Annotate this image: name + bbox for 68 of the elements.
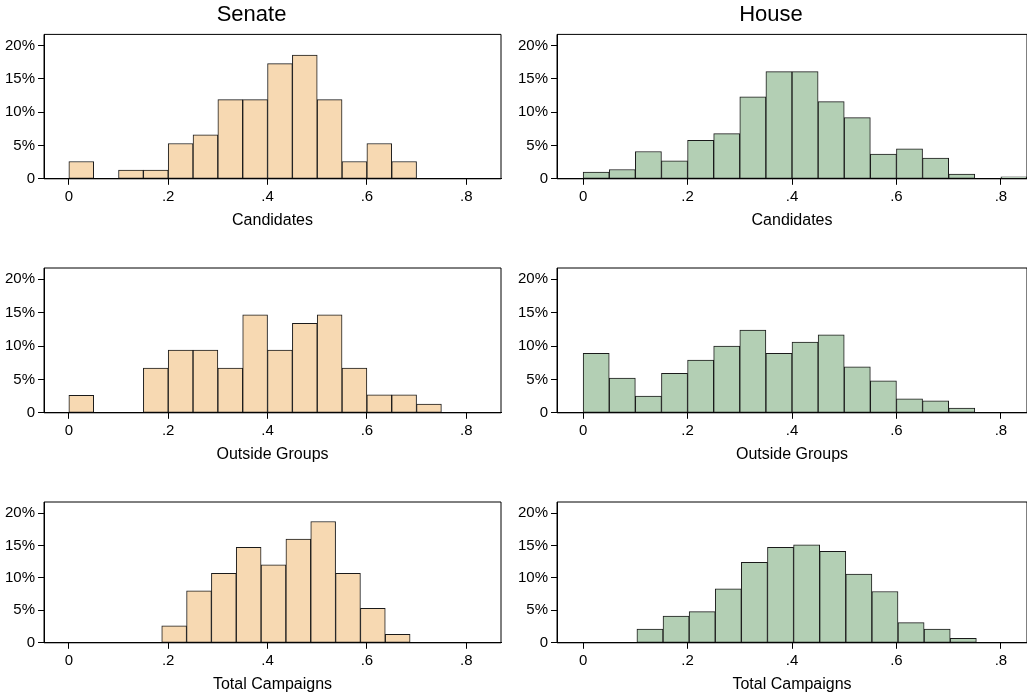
x-tick-label: .8: [994, 420, 1008, 438]
x-tick-label: .6: [890, 650, 903, 668]
x-tick-label: 0: [64, 650, 74, 668]
y-tick-label: 15%: [517, 302, 549, 320]
y-tick-label: 15%: [517, 535, 549, 553]
y-tick-label: 0: [539, 168, 549, 186]
x-tick-label: .6: [360, 650, 374, 668]
y-tick-label: 20%: [517, 269, 549, 287]
y-tick-label: 20%: [4, 503, 36, 521]
y-tick-label: 5%: [13, 369, 36, 387]
y-tick-label: 15%: [4, 535, 36, 553]
x-tick-label: 0: [578, 650, 588, 668]
x-tick-label: .8: [459, 186, 473, 204]
x-tick-label: .2: [161, 650, 175, 668]
y-tick-label: 20%: [4, 35, 36, 53]
y-tick-label: 10%: [517, 568, 549, 586]
chart-title: Senate: [216, 1, 287, 27]
x-tick-label: .2: [161, 186, 175, 204]
x-tick-label: .8: [459, 420, 473, 438]
x-tick-label: .6: [360, 420, 374, 438]
y-tick-label: 15%: [4, 69, 36, 87]
y-tick-label: 20%: [517, 503, 549, 521]
y-tick-label: 10%: [4, 102, 36, 120]
x-tick-label: .2: [681, 650, 694, 668]
y-tick-label: 10%: [517, 336, 549, 354]
x-tick-label: .6: [890, 420, 903, 438]
x-tick-label: .8: [994, 186, 1008, 204]
y-tick-label: 5%: [526, 135, 549, 153]
y-tick-label: 0: [539, 402, 549, 420]
chart-title: House: [739, 1, 803, 27]
x-tick-label: .6: [360, 186, 374, 204]
y-tick-label: 0: [26, 632, 36, 650]
y-tick-label: 0: [26, 168, 36, 186]
x-tick-label: .8: [459, 650, 473, 668]
x-tick-label: 0: [578, 186, 588, 204]
x-axis-title: Candidates: [232, 210, 313, 228]
y-tick-label: 10%: [4, 568, 36, 586]
x-tick-label: .4: [785, 420, 799, 438]
x-axis-title: Outside Groups: [216, 444, 329, 462]
x-tick-label: .2: [681, 420, 694, 438]
x-tick-label: .4: [261, 650, 274, 668]
x-tick-label: .2: [681, 186, 694, 204]
y-tick-label: 15%: [4, 302, 36, 320]
x-tick-label: .4: [261, 420, 274, 438]
x-tick-label: .2: [161, 420, 175, 438]
y-tick-label: 15%: [517, 69, 549, 87]
x-axis-title: Candidates: [751, 210, 833, 228]
x-tick-label: .4: [785, 650, 799, 668]
x-tick-label: .4: [785, 186, 799, 204]
y-tick-label: 5%: [13, 135, 36, 153]
y-tick-label: 20%: [517, 35, 549, 53]
x-tick-label: .6: [890, 186, 903, 204]
x-tick-label: 0: [64, 420, 74, 438]
x-axis-title: Total Campaigns: [732, 674, 852, 692]
y-tick-label: 5%: [526, 369, 549, 387]
y-tick-label: 5%: [526, 600, 549, 618]
x-tick-label: 0: [64, 186, 74, 204]
y-tick-label: 0: [26, 402, 36, 420]
x-axis-title: Total Campaigns: [212, 674, 333, 692]
x-tick-label: .4: [261, 186, 274, 204]
y-tick-label: 20%: [4, 269, 36, 287]
y-tick-label: 10%: [4, 336, 36, 354]
x-tick-label: .8: [994, 650, 1008, 668]
x-axis-title: Outside Groups: [735, 444, 849, 462]
y-tick-label: 10%: [517, 102, 549, 120]
y-tick-label: 0: [539, 632, 549, 650]
x-tick-label: 0: [578, 420, 588, 438]
y-tick-label: 5%: [13, 600, 36, 618]
